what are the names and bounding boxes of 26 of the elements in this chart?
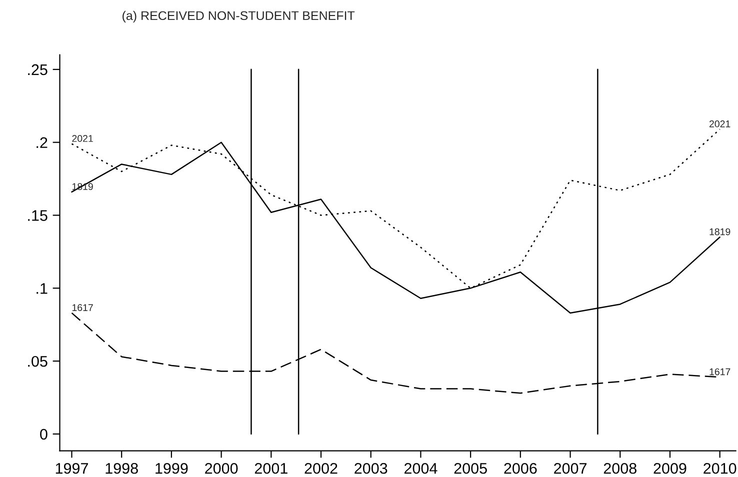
x-tick-label: 2006 bbox=[504, 462, 537, 474]
x-tick-label: 2000 bbox=[205, 462, 238, 474]
x-tick-label: 2009 bbox=[654, 462, 686, 474]
series-label: 2021 bbox=[72, 135, 93, 142]
x-tick-label: 2001 bbox=[254, 462, 288, 474]
text: 2021 bbox=[710, 120, 730, 128]
chart-title: (a) RECEIVED NON-STUDENT BENEFIT bbox=[122, 10, 355, 23]
x-tick-label: 2008 bbox=[604, 462, 636, 474]
y-tick-label: .05 bbox=[28, 356, 48, 367]
text: 1819 bbox=[710, 228, 730, 236]
x-tick-label: 2005 bbox=[454, 462, 487, 474]
y-tick-label: .15 bbox=[28, 210, 48, 221]
y-tick-label: .1 bbox=[36, 283, 48, 294]
y-tick-label: 0 bbox=[40, 428, 48, 440]
x-tick-label: 2004 bbox=[404, 462, 438, 474]
x-tick-label: 1998 bbox=[106, 462, 138, 474]
x-tick-label: 1999 bbox=[156, 462, 188, 474]
text: 1617 bbox=[72, 304, 93, 312]
x-tick-label: 1997 bbox=[56, 462, 88, 474]
y-tick-label: .25 bbox=[28, 64, 48, 76]
x-tick-label: 2003 bbox=[354, 462, 388, 474]
x-tick-label: 2007 bbox=[554, 462, 586, 474]
y-tick-label: .2 bbox=[36, 137, 48, 148]
x-tick-label: 2010 bbox=[704, 462, 736, 474]
series-label: 1617 bbox=[710, 368, 730, 376]
x-tick-label: 2002 bbox=[304, 462, 338, 474]
